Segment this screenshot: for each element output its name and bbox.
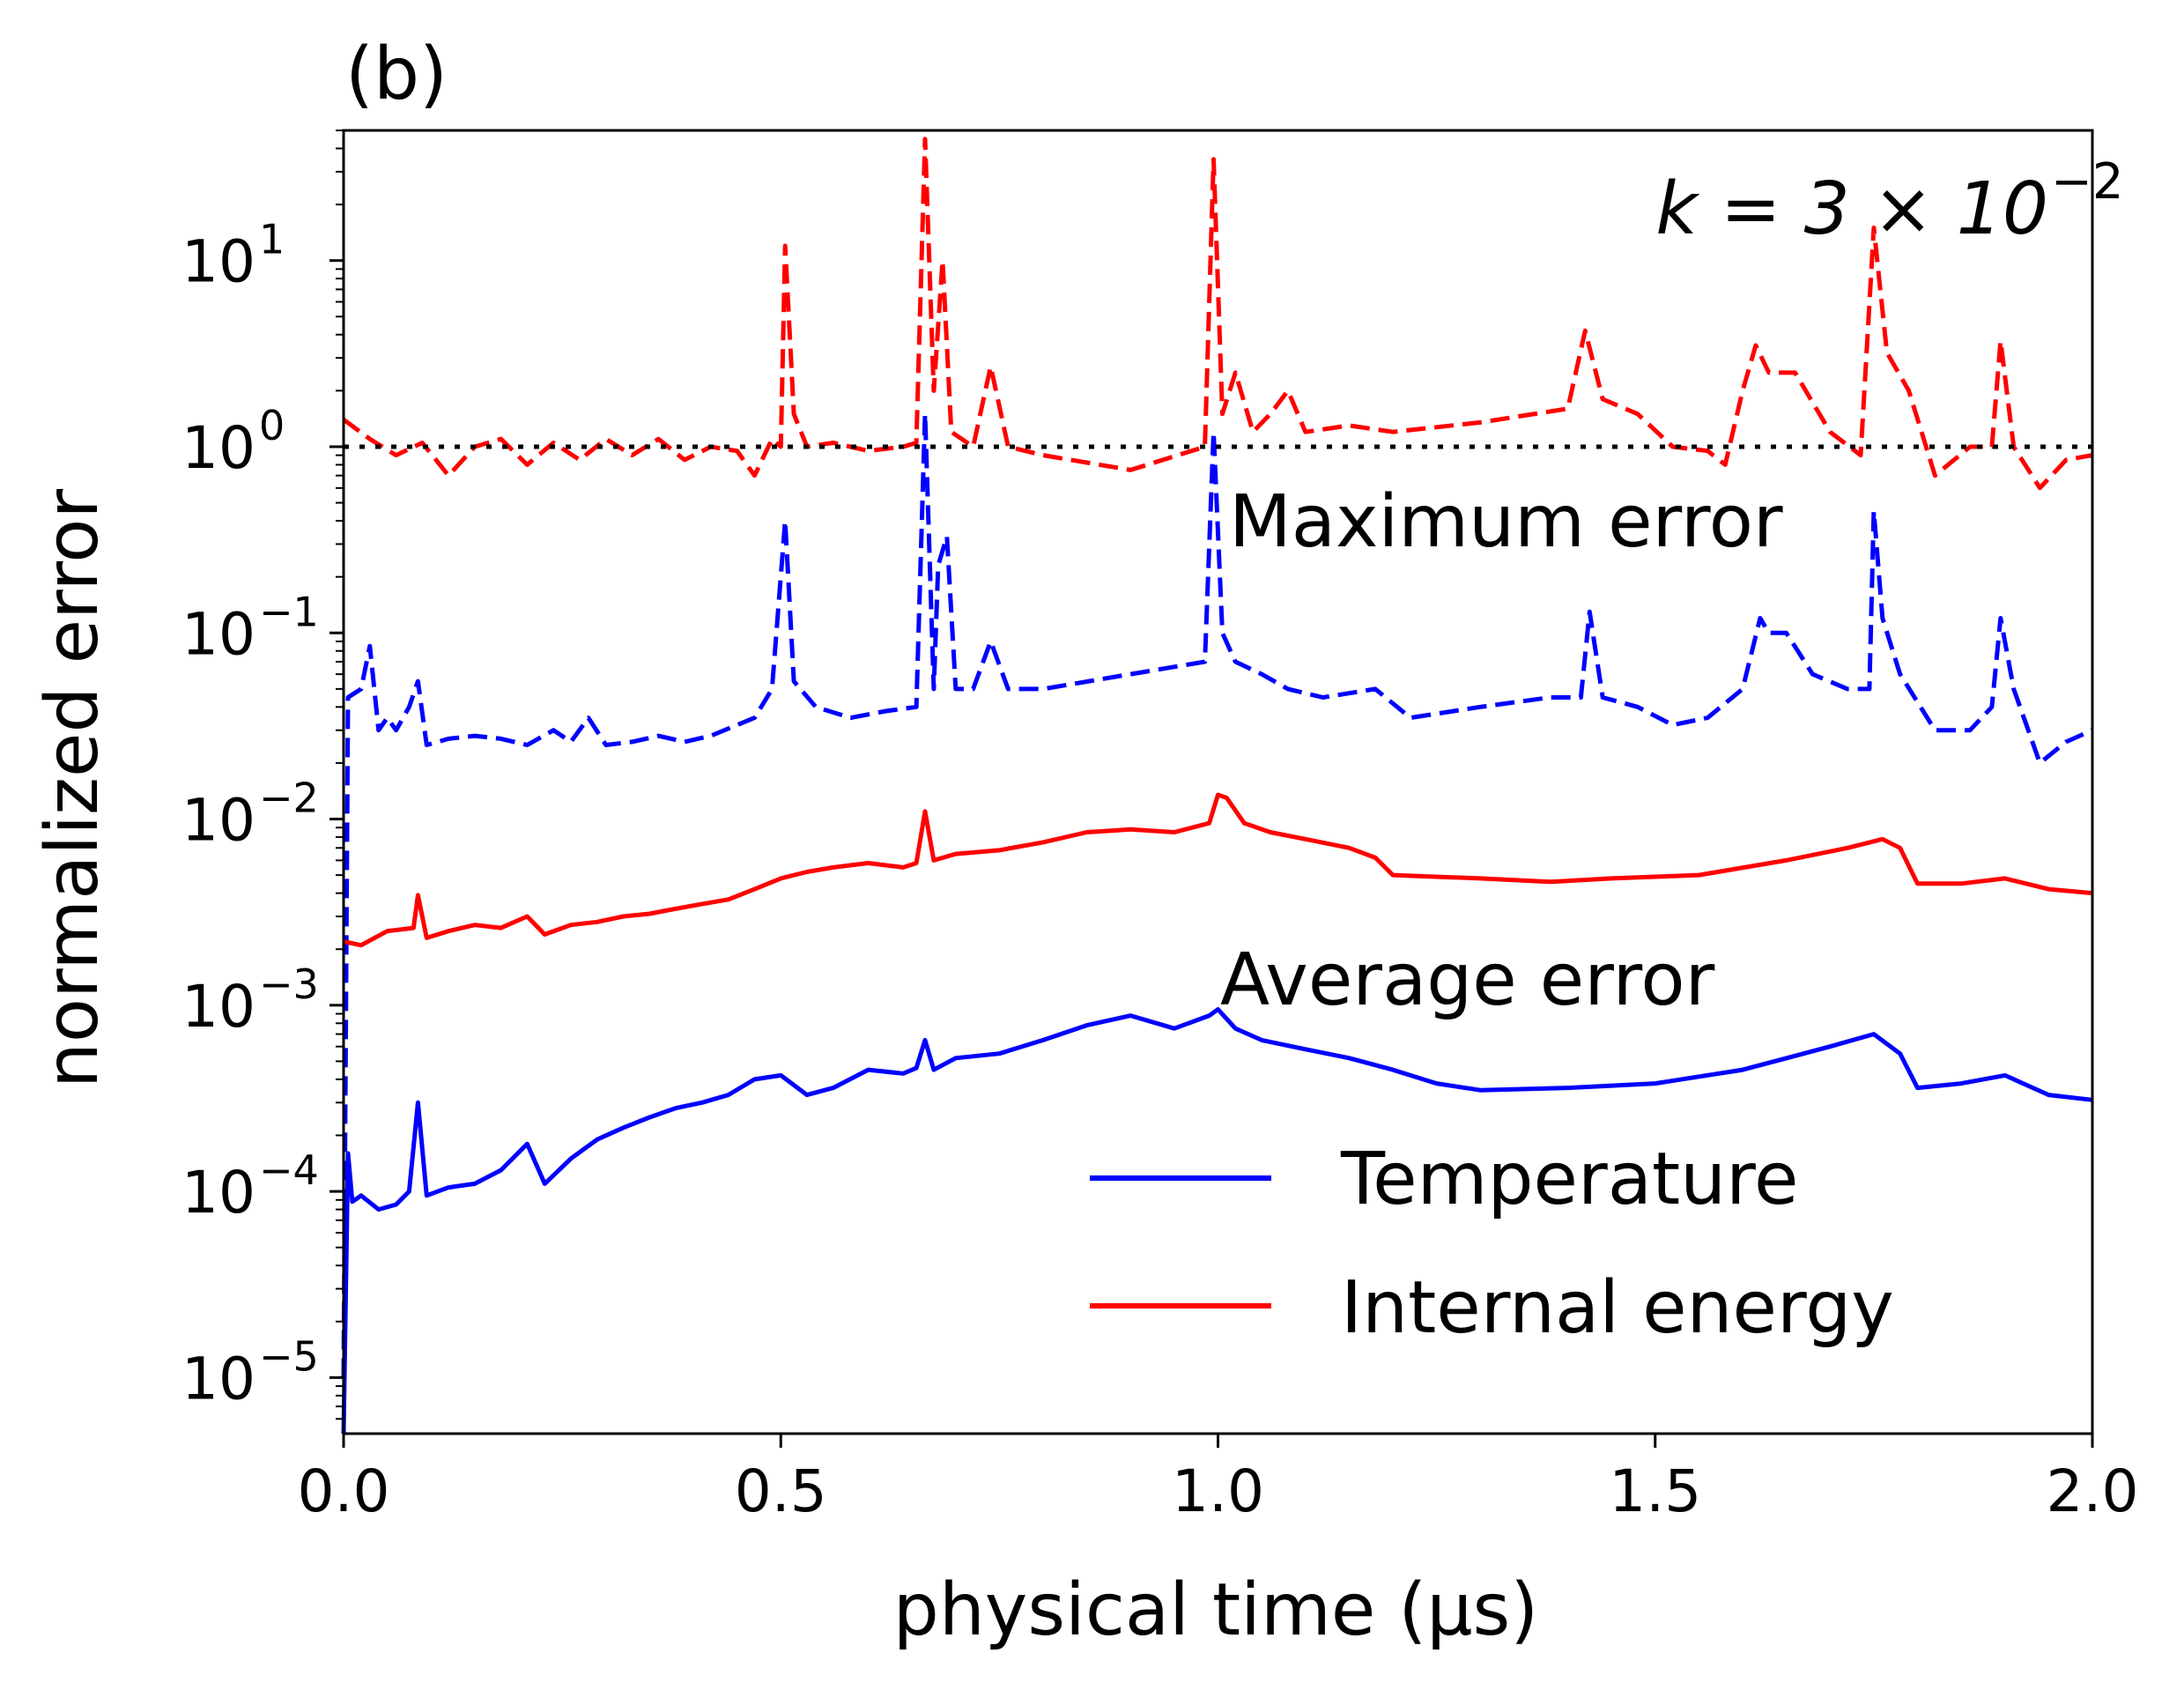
legend: Temperature Internal energy [1090,1138,1894,1350]
series-line-1 [341,411,2094,1378]
panel-label: (b) [345,33,448,116]
y-tick-label: 10 [181,228,255,296]
average-error-label: Average error [1220,938,1715,1022]
k-annotation-exponent: −2 [2051,153,2124,211]
x-tick-label: 1.0 [1172,1457,1264,1525]
y-tick-exponent: 0 [259,402,285,449]
x-tick-label: 0.0 [298,1457,390,1525]
maximum-error-label: Maximum error [1229,480,1783,564]
y-tick-exponent: −3 [259,960,319,1008]
legend-label-temperature: Temperature [1340,1138,1798,1221]
series-line-4 [341,1007,2093,1435]
legend-label-internal-energy: Internal energy [1341,1266,1894,1350]
plot-area [341,129,2094,1435]
y-tick-label: 10 [181,1159,255,1227]
k-annotation: k = 3 × 10 −2 [1655,153,2123,251]
y-tick-label: 10 [181,414,255,482]
x-axis-label: physical time (μs) [893,1568,1538,1652]
y-tick-exponent: −4 [259,1146,319,1194]
series-layer [341,137,2094,1435]
x-tick-label: 1.5 [1609,1457,1701,1525]
y-tick-exponent: −2 [259,775,319,822]
x-tick-label: 2.0 [2047,1457,2139,1525]
y-tick-label: 10 [181,973,255,1041]
y-tick-exponent: −5 [259,1332,319,1380]
y-tick-exponent: 1 [259,216,285,263]
x-tick-label: 0.5 [735,1457,827,1525]
y-tick-exponent: −1 [259,588,319,635]
y-axis-label: normalized error [31,489,115,1089]
series-line-3 [343,792,2093,948]
y-tick-label: 10 [181,1345,255,1412]
y-tick-label: 10 [181,787,255,855]
k-annotation-text: k = 3 × 10 [1655,167,2048,251]
y-tick-label: 10 [181,600,255,668]
x-axis: 0.0 0.5 1.0 1.5 2.0 [298,1434,2139,1525]
